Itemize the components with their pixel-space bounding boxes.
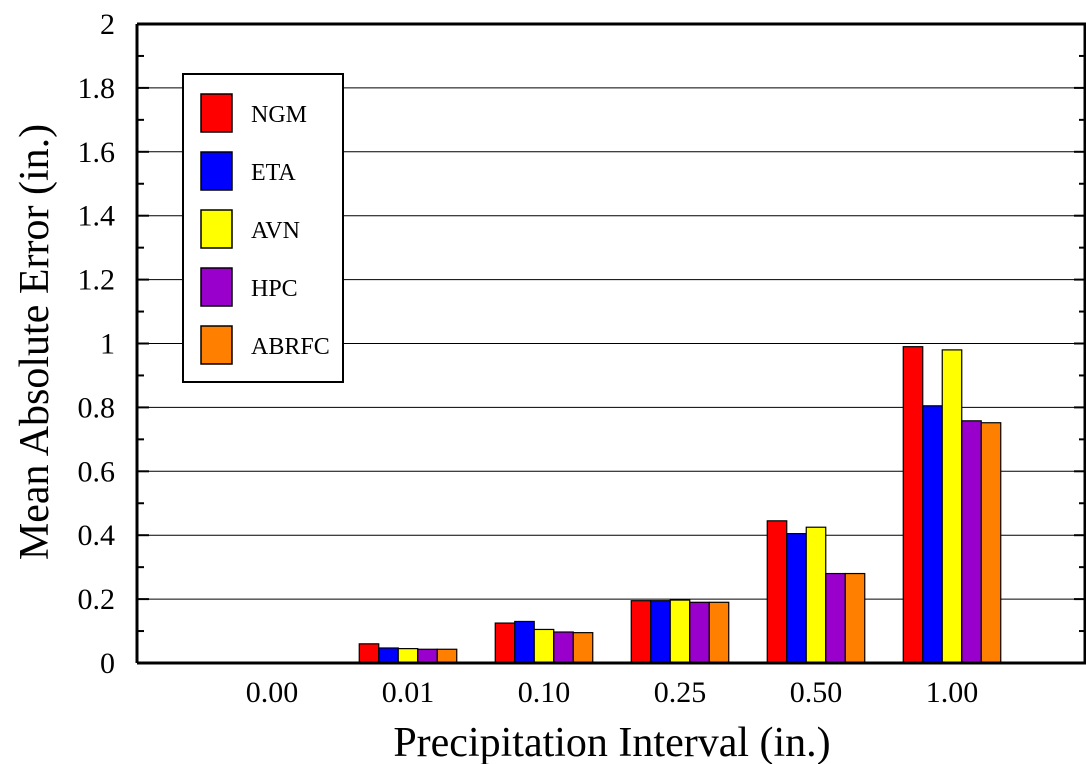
bar-ngm-0_50 [766, 520, 788, 664]
y-tick-label: 0.2 [78, 583, 116, 616]
legend-label-abrfc: ABRFC [251, 334, 330, 360]
bar-eta-0_01 [378, 647, 399, 664]
bar-hpc-1_00 [961, 420, 982, 664]
y-tick-label: 0.8 [78, 391, 116, 424]
legend-label-avn: AVN [251, 218, 300, 244]
axes [135, 22, 1086, 665]
legend-label-ngm: NGM [251, 102, 307, 128]
bar-eta-0_50 [786, 533, 807, 664]
bar-avn-0_50 [805, 526, 827, 664]
bar-avn-1_00 [941, 349, 963, 664]
bar-hpc-0_50 [825, 572, 846, 664]
bar-avn-0_25 [669, 599, 691, 664]
legend-swatch-ngm [200, 93, 233, 133]
bar-hpc-0_01 [417, 648, 438, 664]
y-tick-label: 0 [100, 647, 115, 680]
bar-abrfc-0_25 [708, 601, 730, 664]
bars [358, 346, 1002, 664]
y-tick-label: 1.8 [78, 72, 116, 105]
bar-eta-0_25 [650, 600, 671, 664]
bar-ngm-0_01 [358, 643, 380, 664]
tick-labels: 0 0.2 0.4 0.6 0.8 1 1.2 1.4 1.6 1.8 2 0.00 0.01 0.10 0… [78, 8, 979, 709]
legend: NGM ETA AVN HPC ABRFC [182, 73, 344, 383]
bar-ngm-0_10 [494, 622, 516, 664]
bar-avn-0_10 [533, 628, 555, 664]
x-axis-title: Precipitation Interval (in.) [393, 720, 830, 764]
legend-label-eta: ETA [251, 160, 296, 186]
y-tick-label: 1 [100, 328, 115, 361]
legend-swatch-avn [200, 209, 233, 249]
bar-eta-1_00 [922, 405, 943, 664]
bar-abrfc-0_10 [572, 632, 594, 664]
bar-abrfc-0_50 [844, 572, 866, 664]
bar-avn-0_01 [397, 648, 419, 664]
bar-ngm-1_00 [902, 346, 924, 664]
bar-hpc-0_10 [553, 631, 574, 664]
bar-abrfc-1_00 [980, 422, 1002, 664]
bar-eta-0_10 [514, 620, 535, 664]
x-tick-label: 0.10 [518, 676, 571, 709]
y-tick-label: 2 [100, 8, 115, 41]
bar-abrfc-0_01 [436, 648, 458, 664]
legend-label-hpc: HPC [251, 276, 298, 302]
legend-swatch-eta [200, 151, 233, 191]
bar-ngm-0_25 [630, 600, 652, 664]
y-tick-label: 0.6 [78, 455, 116, 488]
legend-swatch-hpc [200, 267, 233, 307]
y-axis-title: Mean Absolute Error (in.) [12, 124, 58, 560]
y-tick-label: 0.4 [78, 519, 116, 552]
bar-hpc-0_25 [689, 601, 710, 664]
x-tick-label: 0.01 [382, 676, 435, 709]
x-tick-label: 0.50 [790, 676, 843, 709]
y-tick-label: 1.6 [78, 136, 116, 169]
x-tick-label: 0.00 [246, 676, 299, 709]
y-tick-label: 1.2 [78, 264, 116, 297]
x-tick-label: 1.00 [926, 676, 979, 709]
x-tick-label: 0.25 [654, 676, 707, 709]
y-tick-label: 1.4 [78, 200, 116, 233]
legend-swatch-abrfc [200, 325, 233, 365]
